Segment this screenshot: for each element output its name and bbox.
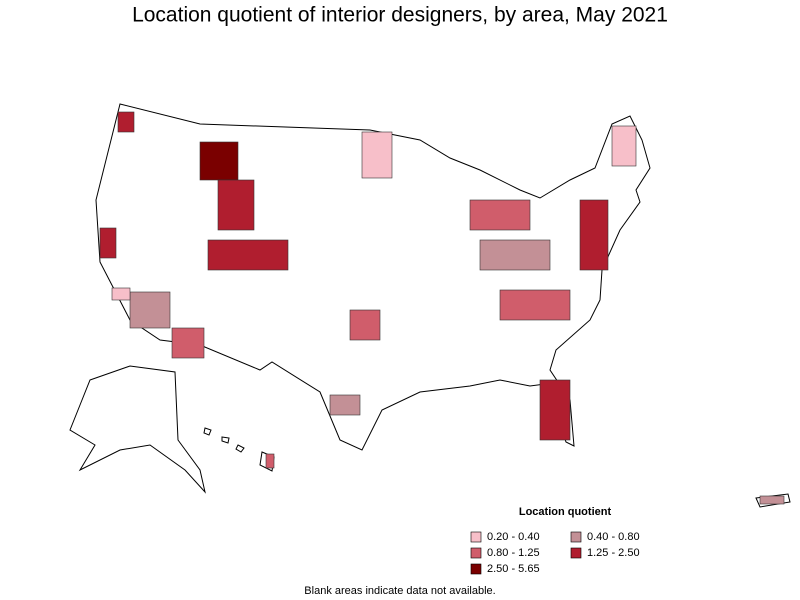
region xyxy=(171,327,205,359)
region xyxy=(611,125,637,167)
map-title: Location quotient of interior designers,… xyxy=(132,4,668,27)
legend-swatch xyxy=(470,531,482,543)
legend-label: 1.25 - 2.50 xyxy=(587,547,640,559)
map xyxy=(69,103,791,508)
legend-swatch xyxy=(570,547,582,559)
region xyxy=(329,394,361,416)
legend-swatch xyxy=(570,531,582,543)
region xyxy=(199,141,239,181)
region xyxy=(265,453,275,469)
region xyxy=(759,495,785,505)
hawaii xyxy=(203,427,275,472)
region xyxy=(111,287,131,301)
region xyxy=(99,227,117,259)
legend-label: 0.40 - 0.80 xyxy=(587,531,640,543)
region xyxy=(539,379,571,441)
legend-swatch xyxy=(470,563,482,575)
legend-label: 0.20 - 0.40 xyxy=(487,531,540,543)
region xyxy=(349,309,381,341)
legend-title: Location quotient xyxy=(519,506,612,518)
region xyxy=(469,199,531,231)
footnote: Blank areas indicate data not available. xyxy=(304,585,495,597)
region xyxy=(499,289,571,321)
region xyxy=(129,291,171,329)
legend-label: 2.50 - 5.65 xyxy=(487,563,540,575)
region xyxy=(217,179,255,231)
region xyxy=(361,131,393,179)
alaska xyxy=(69,365,206,494)
region xyxy=(117,111,135,133)
legend-swatch xyxy=(470,547,482,559)
region xyxy=(207,239,289,271)
region xyxy=(579,199,609,271)
region xyxy=(479,239,551,271)
legend-label: 0.80 - 1.25 xyxy=(487,547,540,559)
legend: 0.20 - 0.40 0.40 - 0.80 0.80 - 1.25 1.25 - … xyxy=(470,531,640,575)
